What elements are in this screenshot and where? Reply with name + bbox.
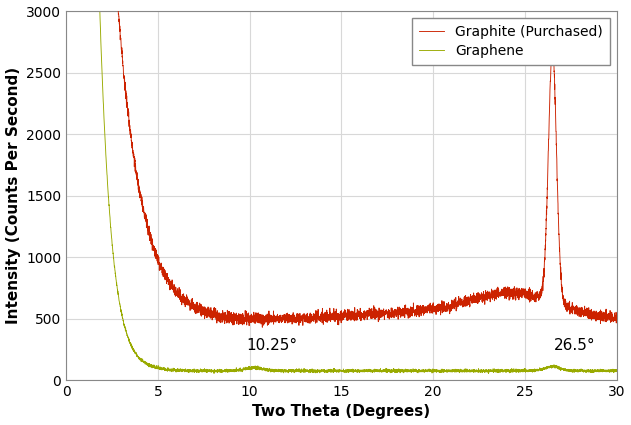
- Text: 26.5°: 26.5°: [569, 43, 611, 58]
- Graphite (Purchased): [517, 293, 524, 298]
- Graphene: [613, 368, 620, 374]
- Graphite (Purchased): [259, 325, 266, 330]
- Graphene: [485, 371, 492, 376]
- X-axis label: Two Theta (Degrees): Two Theta (Degrees): [252, 405, 430, 419]
- Graphene: [396, 370, 404, 375]
- Y-axis label: Intensity (Counts Per Second): Intensity (Counts Per Second): [6, 67, 21, 324]
- Text: 10.25°: 10.25°: [246, 338, 297, 353]
- Graphite (Purchased): [476, 293, 483, 298]
- Graphene: [476, 367, 483, 372]
- Graphite (Purchased): [613, 312, 620, 317]
- Legend: Graphite (Purchased), Graphene: Graphite (Purchased), Graphene: [412, 18, 610, 65]
- Graphene: [170, 369, 177, 374]
- Graphene: [278, 368, 286, 373]
- Graphite (Purchased): [396, 307, 404, 312]
- Graphite (Purchased): [278, 317, 286, 322]
- Graphite (Purchased): [424, 307, 432, 312]
- Graphene: [423, 368, 431, 373]
- Line: Graphite (Purchased): Graphite (Purchased): [75, 0, 616, 327]
- Graphite (Purchased): [170, 286, 177, 291]
- Line: Graphene: Graphene: [75, 0, 616, 374]
- Text: 26.5°: 26.5°: [554, 338, 596, 353]
- Graphene: [517, 369, 524, 374]
